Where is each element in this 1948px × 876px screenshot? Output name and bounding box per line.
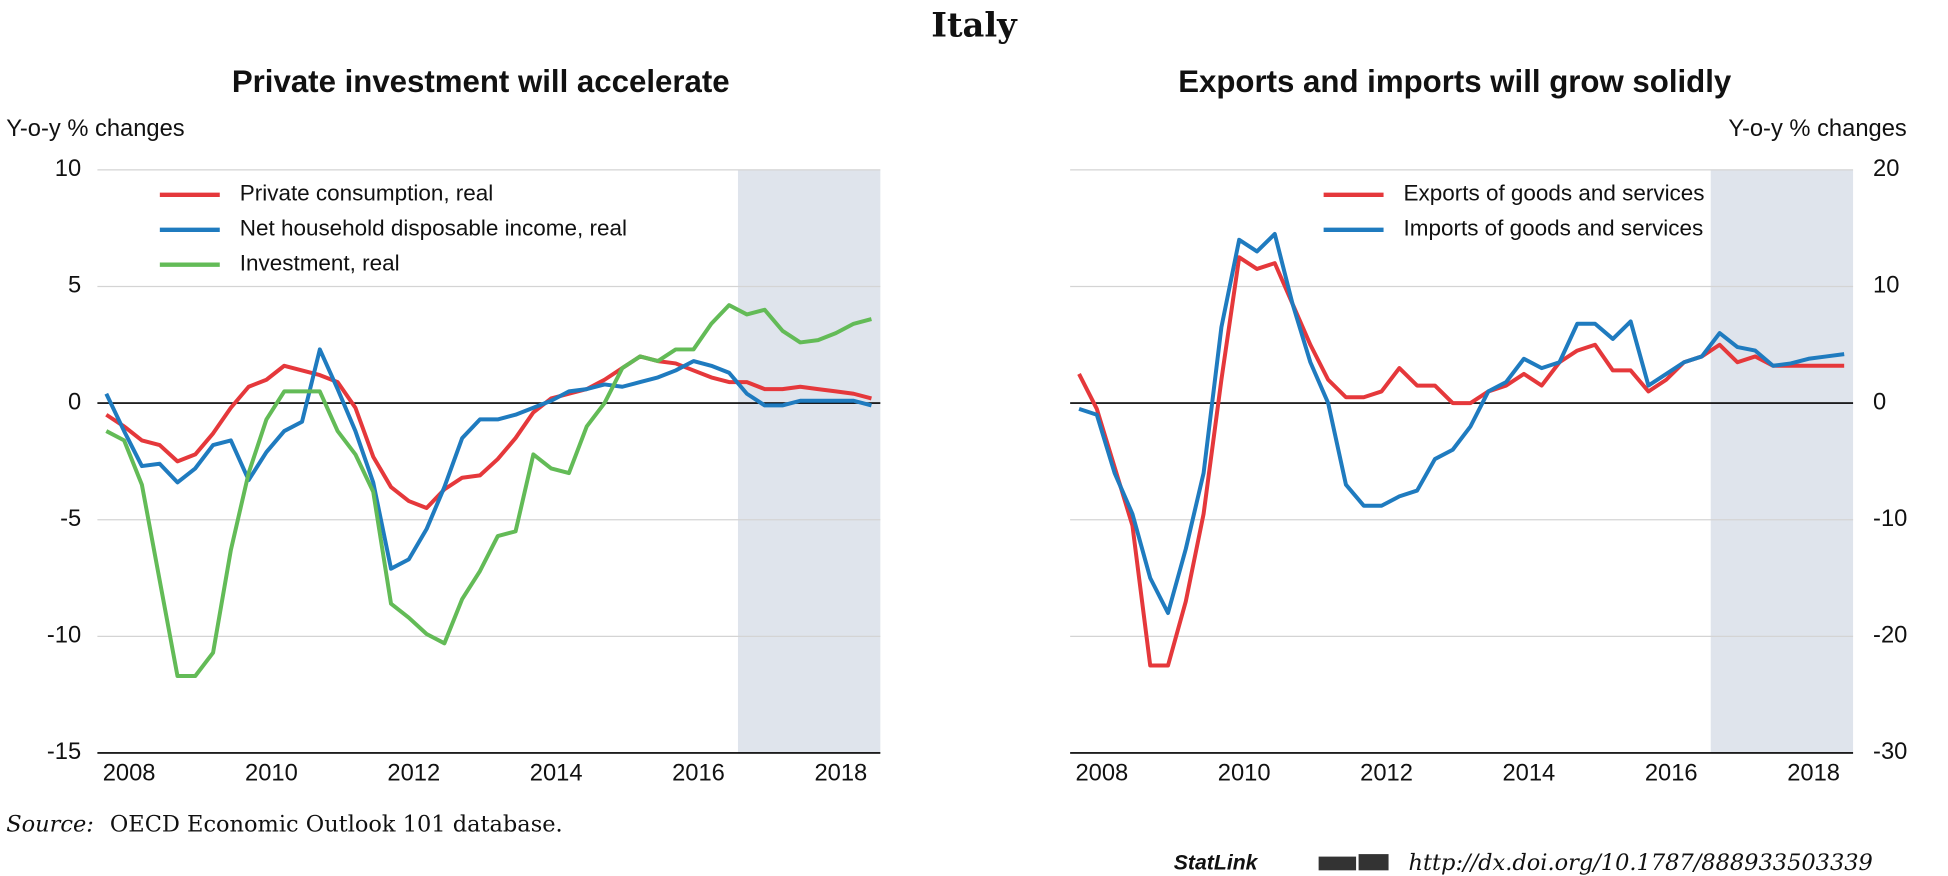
source-label: Source:	[6, 811, 94, 837]
page-title: Italy	[931, 4, 1018, 44]
logo-part	[1318, 856, 1357, 871]
chart-title: Exports and imports will grow solidly	[1178, 64, 1732, 99]
x-tick-label: 2018	[814, 760, 867, 786]
legend-label: Imports of goods and services	[1404, 216, 1704, 241]
series-line	[105, 354, 872, 511]
series-line	[105, 303, 872, 678]
y-axis-label: Y-o-y % changes	[1728, 116, 1906, 142]
y-tick-label: -30	[1873, 739, 1907, 765]
root: Italy Source: OECD Economic Outlook 101 …	[6, 4, 1907, 876]
chart: Private investment will accelerate Y-o-y …	[6, 64, 881, 786]
x-tick-label: 2012	[1360, 760, 1413, 786]
x-tick-label: 2016	[672, 760, 725, 786]
y-tick-label: -10	[1873, 506, 1907, 532]
x-tick-label: 2008	[1075, 760, 1128, 786]
source: OECD Economic Outlook 101 database.	[110, 811, 563, 837]
y-tick-label: 5	[68, 273, 81, 299]
series-line	[1077, 255, 1845, 668]
x-tick-label: 2016	[1645, 760, 1698, 786]
x-tick-label: 2014	[1502, 760, 1555, 786]
x-tick-label: 2018	[1787, 760, 1840, 786]
x-tick-label: 2008	[103, 760, 156, 786]
x-tick-label: 2012	[387, 760, 440, 786]
legend-label: Exports of goods and services	[1404, 181, 1705, 206]
legend-label: Investment, real	[240, 251, 400, 276]
chart: Exports and imports will grow solidly Y-o…	[1070, 64, 1907, 786]
y-tick-label: -10	[47, 623, 81, 649]
legend-label: Private consumption, real	[240, 181, 494, 206]
series-line	[1078, 231, 1845, 616]
y-tick-label: 0	[68, 389, 81, 415]
x-tick-label: 2014	[530, 760, 583, 786]
y-axis-label: Y-o-y % changes	[6, 116, 184, 142]
statlink-url: http://dx.doi.org/10.1787/888933503339	[1409, 850, 1873, 876]
y-tick-label: 20	[1873, 156, 1899, 182]
forecast-shade	[1710, 169, 1854, 753]
y-tick-label: 10	[1873, 273, 1899, 299]
x-tick-label: 2010	[1218, 760, 1271, 786]
logo-part	[1358, 854, 1389, 871]
x-tick-label: 2010	[245, 760, 298, 786]
series-line	[104, 347, 872, 571]
y-tick-label: -20	[1873, 623, 1907, 649]
legend-label: Net household disposable income, real	[240, 216, 627, 241]
forecast-shade	[737, 169, 881, 753]
y-tick-label: -5	[60, 506, 81, 532]
statlink-logo	[1318, 854, 1389, 871]
y-tick-label: 0	[1873, 389, 1886, 415]
chart-title: Private investment will accelerate	[232, 64, 730, 99]
y-tick-label: -15	[47, 739, 81, 765]
y-tick-label: 10	[55, 156, 81, 182]
statlink-label: StatLink	[1174, 852, 1259, 875]
